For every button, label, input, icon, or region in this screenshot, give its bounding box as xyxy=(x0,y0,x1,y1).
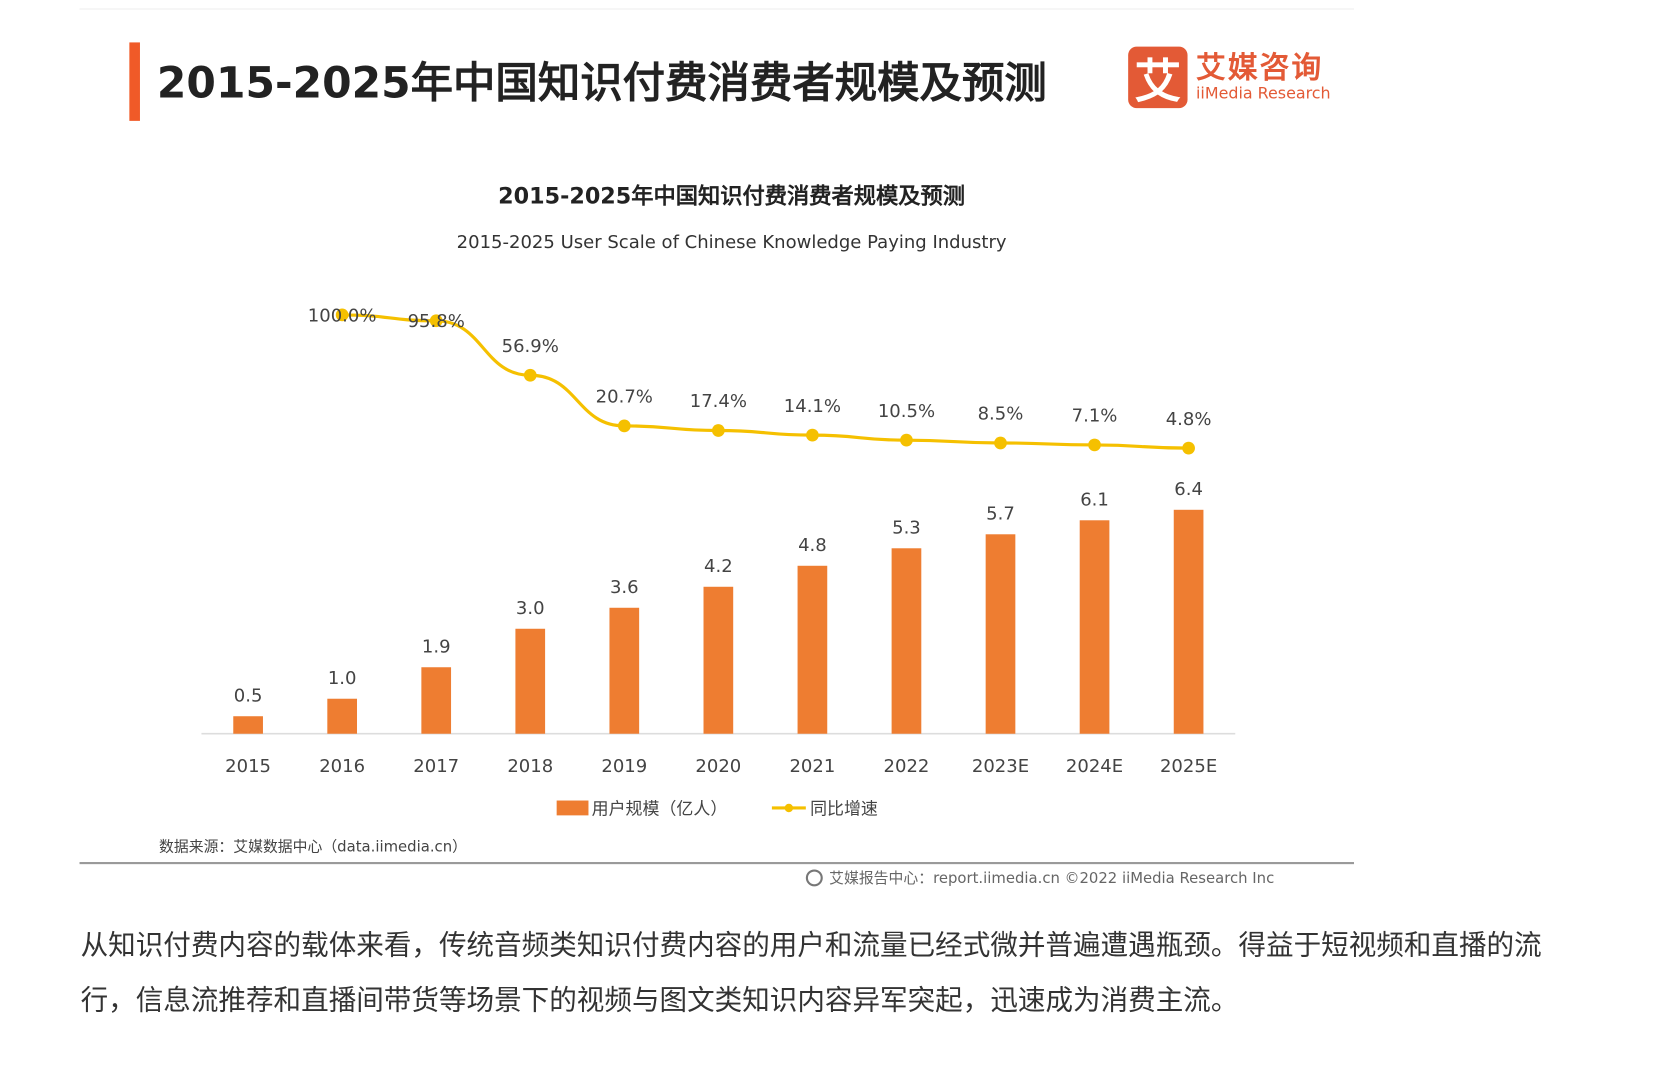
bar-label: 1.0 xyxy=(328,668,357,689)
growth-point xyxy=(711,424,725,437)
growth-point xyxy=(900,433,913,447)
bar-label: 6.4 xyxy=(1174,479,1203,500)
bar-label: 3.6 xyxy=(610,577,639,598)
bar xyxy=(1079,520,1110,734)
bar xyxy=(797,565,828,734)
x-tick-label: 2015 xyxy=(225,756,271,777)
growth-point xyxy=(1182,441,1195,455)
logo-mark: 艾 xyxy=(1128,46,1188,109)
x-tick-label: 2019 xyxy=(601,756,647,777)
growth-point xyxy=(806,428,819,442)
growth-label: 8.5% xyxy=(978,404,1024,425)
growth-label: 17.4% xyxy=(690,391,747,412)
growth-label: 95.8% xyxy=(408,311,465,332)
bar xyxy=(703,586,734,734)
legend-line-marker xyxy=(784,803,794,813)
globe-icon xyxy=(805,869,823,887)
growth-label: 14.1% xyxy=(784,396,841,417)
bar-label: 0.5 xyxy=(234,685,263,706)
page-title: 2015-2025年中国知识付费消费者规模及预测 xyxy=(156,59,1047,109)
data-source: 数据来源：艾媒数据中心（data.iimedia.cn） xyxy=(159,838,467,856)
bar xyxy=(609,607,640,734)
body-paragraph: 从知识付费内容的载体来看，传统音频类知识付费内容的用户和流量已经式微并普遍遭遇瓶… xyxy=(80,929,1542,1017)
bar-label: 4.8 xyxy=(798,535,827,556)
chart-subtitle: 2015-2025 User Scale of Chinese Knowledg… xyxy=(457,232,1007,253)
growth-point xyxy=(523,368,537,382)
x-tick-label: 2022 xyxy=(884,756,930,777)
x-tick-label: 2016 xyxy=(319,756,365,777)
growth-label: 56.9% xyxy=(502,336,559,357)
legend-line-label: 同比增速 xyxy=(810,798,878,818)
x-tick-label: 2017 xyxy=(413,756,459,777)
chart-title: 2015-2025年中国知识付费消费者规模及预测 xyxy=(498,183,965,210)
growth-label: 4.8% xyxy=(1166,409,1212,430)
logo-cn: 艾媒咨询 xyxy=(1196,50,1324,86)
x-tick-label: 2025E xyxy=(1160,756,1217,777)
bar-label: 6.1 xyxy=(1080,489,1109,510)
bar xyxy=(985,534,1016,734)
x-tick-label: 2021 xyxy=(789,756,835,777)
x-tick-label: 2020 xyxy=(695,756,741,777)
footer: 艾媒报告中心：report.iimedia.cn ©2022 iiMedia R… xyxy=(805,867,1275,888)
bar-label: 4.2 xyxy=(704,556,733,577)
growth-point xyxy=(429,314,443,328)
growth-label: 7.1% xyxy=(1072,406,1118,427)
x-tick-label: 2018 xyxy=(507,756,553,777)
bar-label: 1.9 xyxy=(422,636,451,657)
bar xyxy=(233,716,263,734)
x-tick-label: 2024E xyxy=(1066,756,1123,777)
bar xyxy=(421,667,452,734)
growth-point xyxy=(335,308,349,322)
bar-label: 5.7 xyxy=(986,503,1015,524)
legend: 用户规模（亿人） 同比增速 xyxy=(556,798,878,818)
growth-point xyxy=(617,419,631,433)
growth-label: 20.7% xyxy=(596,387,653,408)
growth-label: 10.5% xyxy=(878,401,935,422)
logo-en: iiMedia Research xyxy=(1196,83,1331,103)
legend-bar-swatch xyxy=(556,800,589,816)
x-tick-label: 2023E xyxy=(972,756,1029,777)
bar xyxy=(891,548,922,734)
bar xyxy=(1173,509,1204,734)
divider xyxy=(79,8,1355,10)
logo: 艾 艾媒咨询 iiMedia Research xyxy=(1128,46,1331,109)
divider xyxy=(79,862,1355,865)
growth-line xyxy=(342,313,1189,450)
legend-bar-label: 用户规模（亿人） xyxy=(592,798,728,818)
title-accent-bar xyxy=(129,42,140,121)
bar-label: 3.0 xyxy=(516,598,545,619)
footer-text: 艾媒报告中心：report.iimedia.cn ©2022 iiMedia R… xyxy=(829,870,1275,888)
growth-point xyxy=(994,436,1007,450)
bar xyxy=(327,698,358,734)
growth-label: 100.0% xyxy=(308,305,377,326)
bar-label: 5.3 xyxy=(892,517,921,538)
bar xyxy=(515,628,546,734)
growth-point xyxy=(1088,438,1101,452)
